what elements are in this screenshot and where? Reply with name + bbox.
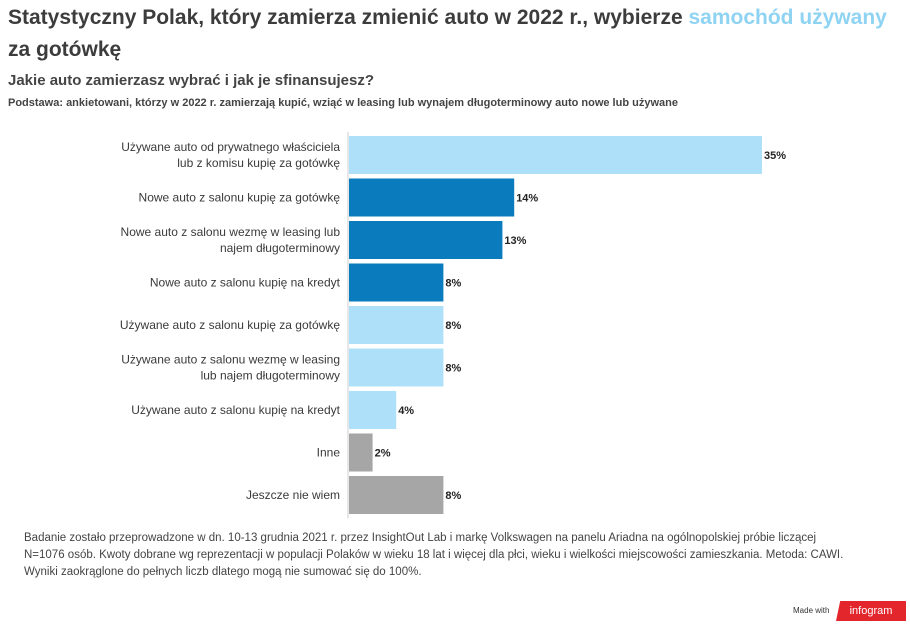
value-label: 13%: [504, 235, 526, 247]
bar: [349, 221, 503, 259]
category-label-line: najem długoterminowy: [220, 241, 340, 255]
category-label: Nowe auto z salonu wezmę w leasing lub na…: [121, 225, 341, 255]
category-label: Używane auto z salonu kupię na kredyt: [131, 403, 340, 417]
value-label: 8%: [445, 490, 461, 502]
category-label: Używane auto z salonu kupię za gotówkę: [120, 318, 340, 332]
bar: [349, 348, 444, 387]
category-label-line: Używane auto z salonu wezmę w leasing: [121, 353, 340, 367]
made-with-label: Made with: [793, 606, 830, 615]
category-label-line: Nowe auto z salonu kupię za gotówkę: [139, 191, 341, 205]
category-label: Jeszcze nie wiem: [246, 488, 340, 502]
bar: [349, 178, 515, 217]
category-label: Używane auto z salonu wezmę w leasing lub…: [121, 353, 340, 383]
category-label: Używane auto od prywatnego właściciela lu…: [121, 140, 340, 170]
chart-title: Statystyczny Polak, który zamierza zmien…: [8, 2, 898, 66]
bar-chart: 35% Używane auto od prywatnego właściciel…: [120, 132, 786, 519]
value-label: 8%: [445, 278, 461, 290]
chart-subtitle: Jakie auto zamierzasz wybrać i jak je sf…: [8, 72, 374, 89]
value-label: 35%: [764, 150, 786, 162]
title-end: za gotówkę: [8, 38, 122, 61]
category-label-line: Nowe auto z salonu kupię na kredyt: [150, 276, 341, 290]
category-label-line: lub najem długoterminowy: [201, 369, 340, 383]
category-label: Nowe auto z salonu kupię za gotówkę: [139, 191, 341, 205]
bar: [349, 263, 444, 302]
category-label-line: lub z komisu kupię za gotówkę: [177, 156, 340, 170]
title-main: Statystyczny Polak, który zamierza zmien…: [8, 6, 689, 29]
value-label: 4%: [398, 405, 414, 417]
value-label: 8%: [445, 320, 461, 332]
infogram-logo[interactable]: infogram: [836, 601, 906, 621]
category-label-line: Nowe auto z salonu wezmę w leasing lub: [121, 225, 341, 239]
bar: [349, 433, 373, 472]
category-label-line: Używane auto z salonu kupię na kredyt: [131, 403, 340, 417]
category-label-line: Używane auto z salonu kupię za gotówkę: [120, 318, 340, 332]
bar: [349, 391, 397, 429]
bar: [349, 306, 444, 344]
bar: [349, 136, 762, 174]
survey-basis: Podstawa: ankietowani, którzy w 2022 r. …: [8, 97, 678, 109]
category-label: Nowe auto z salonu kupię na kredyt: [150, 276, 341, 290]
bar: [349, 476, 444, 514]
category-label: Inne: [317, 446, 341, 460]
category-label-line: Jeszcze nie wiem: [246, 488, 340, 502]
value-label: 8%: [445, 363, 461, 375]
value-label: 14%: [516, 193, 538, 205]
category-label-line: Używane auto od prywatnego właściciela: [121, 140, 340, 154]
title-highlight: samochód używany: [688, 6, 887, 29]
category-label-line: Inne: [317, 446, 341, 460]
value-label: 2%: [375, 448, 391, 460]
footnote: Badanie zostało przeprowadzone w dn. 10-…: [24, 532, 844, 578]
